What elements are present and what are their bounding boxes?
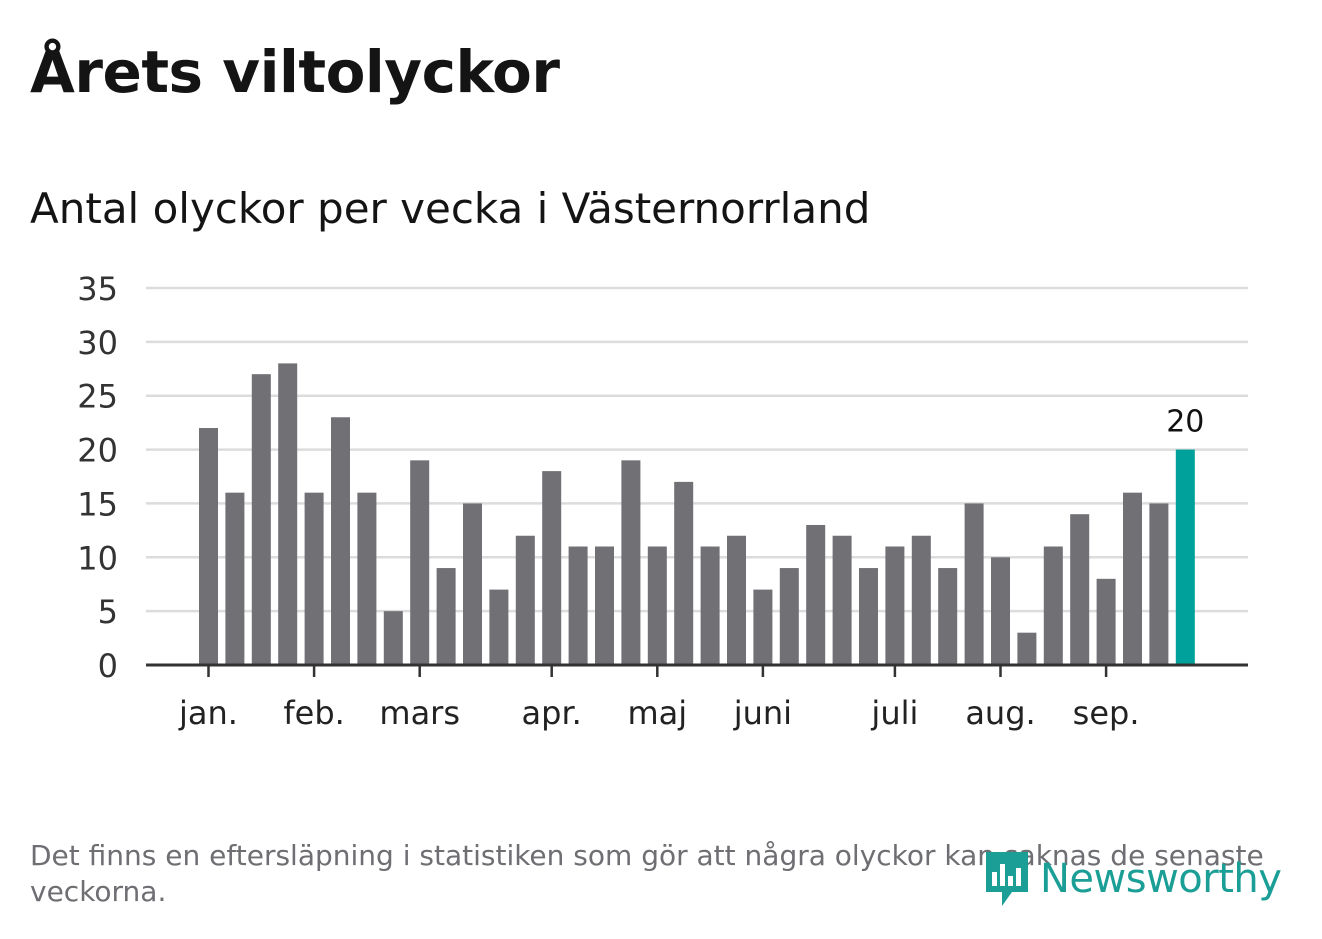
bar [1070, 514, 1090, 665]
y-tick-label: 20 [77, 432, 118, 470]
chart-title: Årets viltolyckor [30, 38, 560, 106]
bar [911, 535, 931, 665]
bar [991, 557, 1010, 665]
bar [938, 568, 958, 665]
bar [357, 492, 377, 665]
y-tick-label: 10 [77, 539, 118, 577]
y-tick-label: 30 [77, 324, 118, 362]
bar [1123, 492, 1142, 665]
newsworthy-logo[interactable]: Newsworthy [982, 848, 1282, 910]
bar [647, 546, 667, 665]
bar [1017, 632, 1037, 665]
bar [885, 546, 905, 665]
bar [832, 535, 852, 665]
data-label: 20 [1166, 405, 1204, 440]
bar-highlight [1175, 449, 1195, 665]
bar-chart: 0 5 10 15 20 25 30 35 20 jan. feb. mars apr. maj juni j… [77, 270, 1248, 732]
bar [436, 568, 456, 665]
x-tick-label: sep. [1073, 694, 1140, 732]
bar [964, 503, 984, 665]
bar [1149, 503, 1169, 665]
bar [225, 492, 245, 665]
y-tick-label: 0 [98, 647, 118, 685]
bar [700, 546, 720, 665]
bar [278, 363, 298, 665]
x-tick-label: juli [870, 694, 918, 732]
bar [779, 568, 799, 665]
x-tick-label: juni [733, 694, 792, 732]
bar [621, 460, 641, 665]
bar [727, 535, 746, 665]
bar [753, 589, 773, 665]
bar [410, 460, 430, 665]
footnote: Det finns en eftersläpning i statistiken… [30, 839, 1264, 908]
x-tick-label: feb. [283, 694, 344, 732]
bar [806, 524, 826, 665]
y-tick-label: 35 [77, 270, 118, 308]
bar [304, 492, 324, 665]
bar [1043, 546, 1063, 665]
y-tick-label: 15 [77, 485, 118, 523]
bar [568, 546, 588, 665]
bar [199, 428, 218, 665]
bar [331, 417, 350, 665]
x-tick-label: mars [379, 694, 460, 732]
y-tick-label: 25 [77, 378, 118, 416]
logo-text: Newsworthy [1040, 856, 1282, 902]
bar [674, 481, 694, 665]
x-tick-label: aug. [965, 694, 1035, 732]
bar [595, 546, 614, 665]
bar [463, 503, 482, 665]
bar [542, 471, 562, 665]
y-tick-label: 5 [98, 593, 118, 631]
x-tick-label: jan. [178, 694, 238, 732]
bar [383, 611, 403, 665]
bar [1096, 578, 1116, 665]
newsworthy-bar-chart-icon [986, 852, 1028, 906]
bar [489, 589, 509, 665]
bar [859, 568, 878, 665]
bar [515, 535, 535, 665]
bar [251, 374, 271, 665]
x-tick-label: apr. [522, 694, 582, 732]
chart-subtitle: Antal olyckor per vecka i Västernorrland [30, 184, 871, 233]
x-tick-label: maj [627, 694, 687, 732]
